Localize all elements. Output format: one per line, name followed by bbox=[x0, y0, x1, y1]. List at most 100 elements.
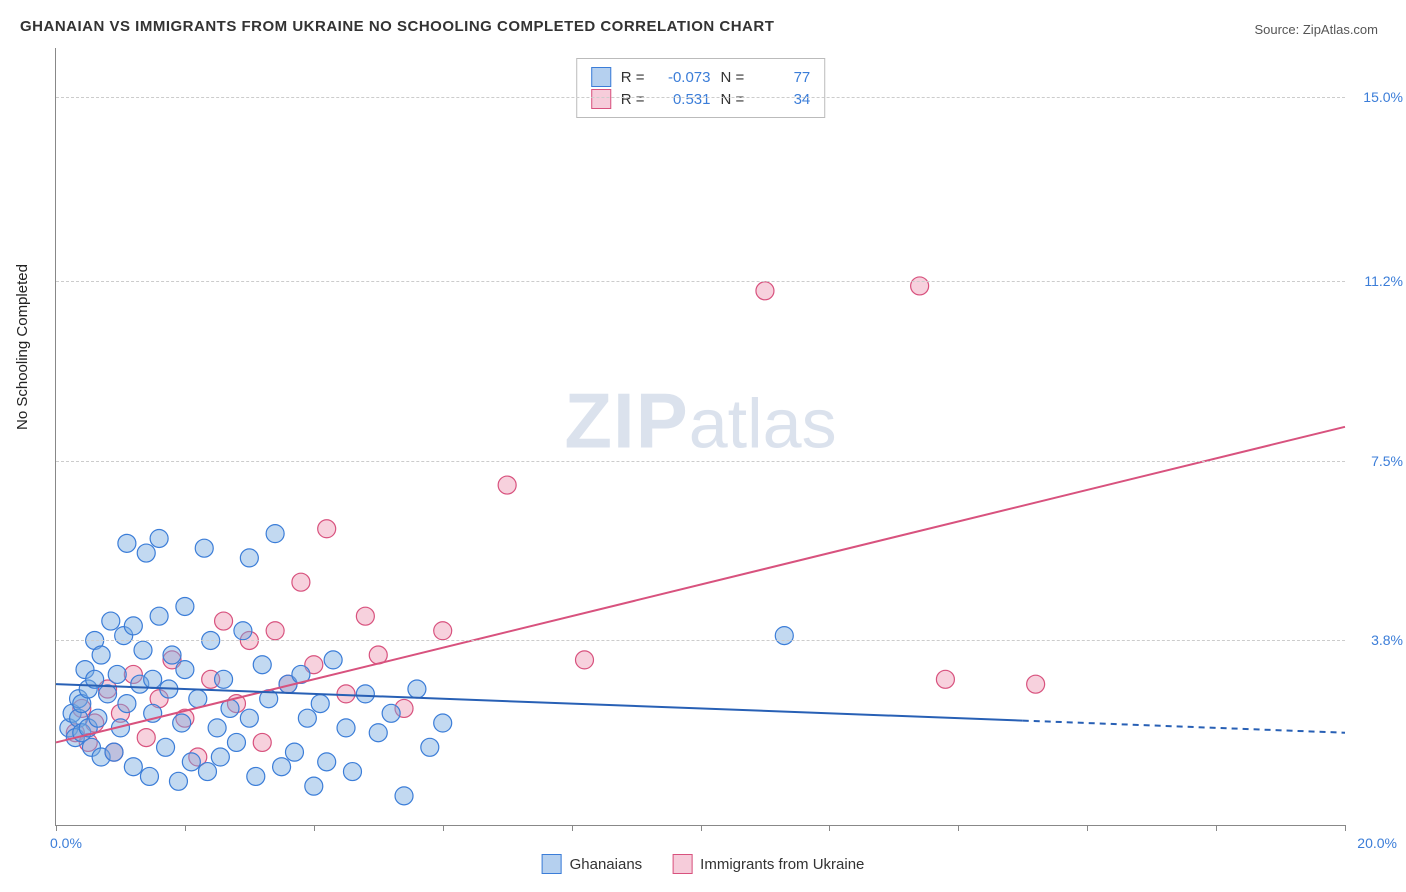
scatter-point bbox=[266, 622, 284, 640]
source-attribution: Source: ZipAtlas.com bbox=[1254, 22, 1378, 37]
scatter-point bbox=[343, 763, 361, 781]
scatter-point bbox=[182, 753, 200, 771]
x-tick bbox=[443, 825, 444, 831]
x-tick bbox=[1087, 825, 1088, 831]
scatter-point bbox=[169, 772, 187, 790]
x-tick bbox=[701, 825, 702, 831]
scatter-point bbox=[108, 665, 126, 683]
scatter-point bbox=[318, 753, 336, 771]
scatter-point bbox=[215, 670, 233, 688]
scatter-point bbox=[311, 695, 329, 713]
source-prefix: Source: bbox=[1254, 22, 1302, 37]
scatter-point bbox=[356, 685, 374, 703]
scatter-point bbox=[99, 685, 117, 703]
scatter-point bbox=[337, 719, 355, 737]
scatter-point bbox=[266, 525, 284, 543]
ukraine-N-value: 34 bbox=[754, 91, 810, 108]
x-tick bbox=[56, 825, 57, 831]
chart-title: GHANAIAN VS IMMIGRANTS FROM UKRAINE NO S… bbox=[20, 18, 774, 35]
scatter-point bbox=[163, 646, 181, 664]
bottom-legend: Ghanaians Immigrants from Ukraine bbox=[542, 854, 865, 874]
y-tick-label: 15.0% bbox=[1363, 89, 1403, 105]
ghanaians-N-value: 77 bbox=[754, 69, 810, 86]
scatter-point bbox=[215, 612, 233, 630]
scatter-point bbox=[208, 719, 226, 737]
scatter-point bbox=[305, 777, 323, 795]
ghanaians-R-value: -0.073 bbox=[655, 69, 711, 86]
x-tick bbox=[829, 825, 830, 831]
scatter-point bbox=[124, 617, 142, 635]
x-tick-label: 0.0% bbox=[50, 835, 82, 851]
scatter-point bbox=[102, 612, 120, 630]
scatter-point bbox=[318, 520, 336, 538]
x-tick bbox=[314, 825, 315, 831]
scatter-point bbox=[395, 787, 413, 805]
legend-item-ghanaians: Ghanaians bbox=[542, 854, 643, 874]
scatter-point bbox=[775, 627, 793, 645]
scatter-point bbox=[756, 282, 774, 300]
scatter-point bbox=[124, 758, 142, 776]
N-label-2: N = bbox=[721, 91, 745, 108]
x-tick bbox=[572, 825, 573, 831]
scatter-point bbox=[356, 607, 374, 625]
x-tick bbox=[958, 825, 959, 831]
scatter-point bbox=[150, 529, 168, 547]
x-tick bbox=[185, 825, 186, 831]
gridline bbox=[56, 281, 1345, 282]
swatch-blue-icon bbox=[591, 67, 611, 87]
scatter-point bbox=[421, 738, 439, 756]
x-tick-label: 20.0% bbox=[1357, 835, 1397, 851]
scatter-point bbox=[134, 641, 152, 659]
gridline bbox=[56, 97, 1345, 98]
legend-swatch-pink-icon bbox=[672, 854, 692, 874]
scatter-point bbox=[176, 597, 194, 615]
scatter-point bbox=[195, 539, 213, 557]
y-tick-label: 3.8% bbox=[1371, 632, 1403, 648]
scatter-point bbox=[227, 733, 245, 751]
scatter-point bbox=[498, 476, 516, 494]
y-axis-label: No Schooling Completed bbox=[14, 264, 31, 430]
R-label-2: R = bbox=[621, 91, 645, 108]
scatter-point bbox=[240, 709, 258, 727]
legend-swatch-blue-icon bbox=[542, 854, 562, 874]
ukraine-R-value: 0.531 bbox=[655, 91, 711, 108]
scatter-point bbox=[144, 670, 162, 688]
plot-area: ZIPatlas R = -0.073 N = 77 R = 0.531 N =… bbox=[55, 48, 1345, 826]
scatter-point bbox=[150, 607, 168, 625]
y-tick-label: 7.5% bbox=[1371, 453, 1403, 469]
scatter-point bbox=[382, 704, 400, 722]
scatter-point bbox=[89, 709, 107, 727]
scatter-point bbox=[575, 651, 593, 669]
scatter-point bbox=[157, 738, 175, 756]
scatter-point bbox=[247, 767, 265, 785]
scatter-point bbox=[92, 646, 110, 664]
scatter-point bbox=[211, 748, 229, 766]
scatter-point bbox=[140, 767, 158, 785]
scatter-point bbox=[369, 724, 387, 742]
stats-row-ghanaians: R = -0.073 N = 77 bbox=[591, 67, 811, 87]
legend-item-ukraine: Immigrants from Ukraine bbox=[672, 854, 864, 874]
y-tick-label: 11.2% bbox=[1364, 273, 1403, 289]
scatter-point bbox=[173, 714, 191, 732]
x-tick bbox=[1345, 825, 1346, 831]
scatter-point bbox=[434, 714, 452, 732]
legend-label-ukraine: Immigrants from Ukraine bbox=[700, 856, 864, 873]
scatter-point bbox=[292, 573, 310, 591]
N-label: N = bbox=[721, 69, 745, 86]
scatter-point bbox=[285, 743, 303, 761]
scatter-point bbox=[176, 661, 194, 679]
scatter-point bbox=[137, 544, 155, 562]
trend-line bbox=[1023, 721, 1345, 733]
swatch-pink-icon bbox=[591, 89, 611, 109]
scatter-point bbox=[434, 622, 452, 640]
R-label: R = bbox=[621, 69, 645, 86]
scatter-point bbox=[911, 277, 929, 295]
scatter-point bbox=[253, 733, 271, 751]
scatter-point bbox=[298, 709, 316, 727]
scatter-point bbox=[105, 743, 123, 761]
scatter-point bbox=[408, 680, 426, 698]
x-tick bbox=[1216, 825, 1217, 831]
chart-svg bbox=[56, 48, 1345, 825]
legend-label-ghanaians: Ghanaians bbox=[570, 856, 643, 873]
trend-line bbox=[56, 427, 1345, 743]
